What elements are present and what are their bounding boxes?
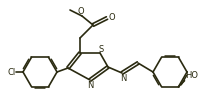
Text: HO: HO [185,71,198,80]
Text: S: S [98,45,104,53]
Text: N: N [120,73,126,82]
Text: N: N [87,81,93,90]
Text: Cl: Cl [8,68,16,76]
Text: O: O [109,13,115,21]
Text: O: O [78,6,84,16]
